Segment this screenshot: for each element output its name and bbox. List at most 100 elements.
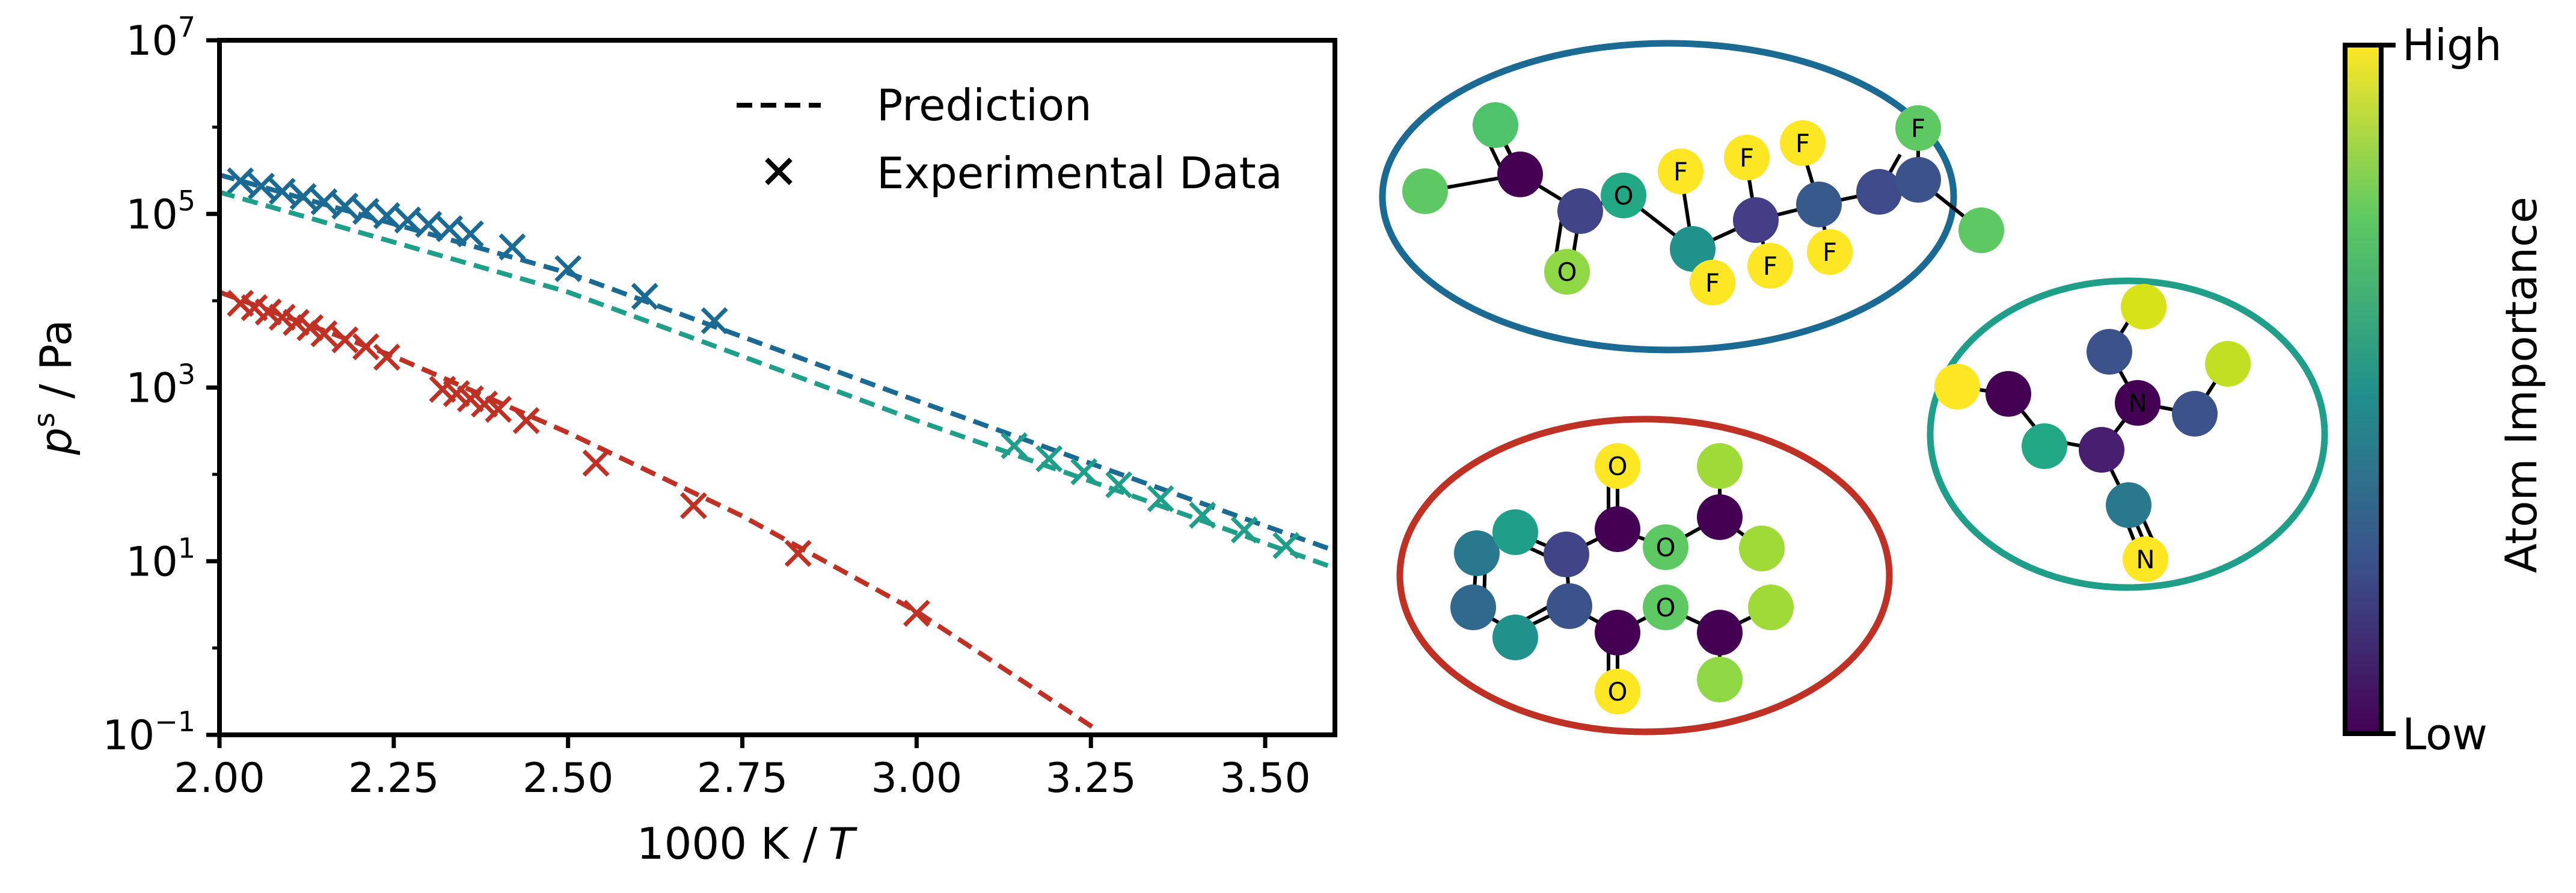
colorbar-title: Atom Importance <box>2496 197 2547 573</box>
y-tick-exponent: 3 <box>178 358 195 391</box>
atom <box>1670 226 1716 272</box>
experimental-point-blue <box>248 173 275 200</box>
y-tick-base: 10 <box>126 17 178 65</box>
atom <box>1595 610 1640 655</box>
atom <box>1958 207 2004 253</box>
x-tick-label: 2.00 <box>174 755 265 802</box>
experimental-point-red <box>784 539 812 567</box>
molecule-blue <box>1379 40 2004 354</box>
x-tick-label: 2.50 <box>523 755 613 802</box>
y-axis-label: ps / Pa <box>28 319 81 455</box>
experimental-point-red <box>254 298 282 326</box>
experimental-point-blue <box>554 255 582 283</box>
experimental-point-red <box>903 600 930 627</box>
experimental-point-red <box>679 492 707 520</box>
y-axis-label-sup: s <box>28 413 61 428</box>
experimental-point-teal <box>1105 471 1133 499</box>
atom-label: F <box>1796 129 1810 158</box>
experimental-point-teal <box>1147 485 1174 512</box>
atom <box>1544 532 1589 577</box>
atom <box>1697 657 1743 702</box>
y-tick-exponent: 1 <box>178 532 195 564</box>
legend-label-prediction: Prediction <box>877 80 1092 130</box>
y-tick-label: 103 <box>126 358 195 413</box>
experimental-point-blue <box>227 167 254 195</box>
experimental-point-red <box>373 343 400 371</box>
molecule-teal-atoms <box>1934 284 2251 582</box>
y-tick-label: 10−1 <box>103 705 195 760</box>
atom <box>1492 615 1538 660</box>
molecule-teal <box>1927 277 2328 591</box>
atom <box>1895 157 1941 203</box>
prediction-line-teal <box>218 189 1336 571</box>
atom <box>1595 669 1640 714</box>
atom <box>1690 260 1735 305</box>
experimental-point-red <box>443 380 470 408</box>
atom-label: N <box>2136 545 2154 574</box>
molecule-blue-ellipse <box>1379 40 1957 354</box>
atom <box>1454 530 1500 576</box>
prediction-line-blue <box>218 172 1336 553</box>
x-axis-label: 1000 K / T <box>637 818 857 869</box>
y-tick-base: 10 <box>126 191 178 239</box>
atom-label: F <box>1763 251 1777 281</box>
atom <box>2079 427 2124 473</box>
experimental-point-blue <box>631 283 658 310</box>
atom-label: F <box>1705 268 1720 298</box>
experimental-point-blue <box>373 202 400 230</box>
atom <box>1807 229 1853 275</box>
prediction-line-red <box>218 289 1100 733</box>
plot-frame <box>217 38 1337 737</box>
experimental-point-blue <box>289 183 317 210</box>
axes-layer: 2.00 2.25 2.50 2.75 3.00 3.25 3.5010−110110310… <box>103 11 1311 802</box>
experimental-point-teal <box>1189 502 1216 529</box>
y-tick-exponent: 7 <box>178 11 195 43</box>
experimental-point-red <box>582 449 610 477</box>
experimental-point-teal <box>1230 516 1258 544</box>
molecule-teal-ellipse <box>1927 277 2328 591</box>
atom <box>1856 169 1902 215</box>
colorbar-high-label: High <box>2402 20 2501 70</box>
experimental-point-blue <box>394 206 422 234</box>
experimental-point-blue <box>498 233 526 261</box>
atom <box>1497 152 1543 197</box>
y-axis-label-unit: / Pa <box>31 319 81 412</box>
atom <box>2123 536 2168 582</box>
experimental-point-red <box>352 333 379 361</box>
series-layer <box>218 167 1336 733</box>
atom <box>1544 249 1590 295</box>
atom <box>1697 610 1743 655</box>
experimental-point-red <box>471 390 498 418</box>
experimental-point-red <box>456 385 484 413</box>
atom-label: O <box>1607 452 1627 481</box>
x-axis-label-var: T <box>828 818 857 869</box>
y-tick-label: 105 <box>126 185 195 239</box>
experimental-point-blue <box>415 210 443 238</box>
y-tick-exponent: −1 <box>155 705 195 738</box>
atom <box>1739 526 1785 571</box>
y-tick-exponent: 5 <box>178 185 195 217</box>
atom <box>1697 443 1743 489</box>
experimental-point-teal <box>1001 432 1028 459</box>
atom <box>1643 585 1688 630</box>
x-tick-label: 3.50 <box>1219 755 1310 802</box>
legend-label-experimental: Experimental Data <box>877 148 1283 198</box>
y-tick-base: 10 <box>126 365 178 413</box>
atom-label: F <box>1823 238 1837 267</box>
experimental-point-blue <box>331 192 359 220</box>
experimental-point-teal <box>1070 458 1098 486</box>
experimental-point-blue <box>701 307 728 334</box>
experimental-point-red <box>310 320 338 348</box>
atom <box>1986 371 2031 417</box>
y-tick-label: 107 <box>126 11 195 65</box>
experimental-point-teal <box>1035 445 1063 473</box>
atom <box>2115 380 2160 426</box>
x-tick-label: 2.25 <box>348 755 439 802</box>
atom-label: O <box>1613 181 1633 210</box>
atom <box>1450 585 1496 630</box>
experimental-point-blue <box>352 197 379 225</box>
x-tick-label: 3.25 <box>1046 755 1136 802</box>
legend-x-marker-icon <box>765 158 793 185</box>
atom <box>1595 443 1640 489</box>
atom <box>1934 364 1980 410</box>
